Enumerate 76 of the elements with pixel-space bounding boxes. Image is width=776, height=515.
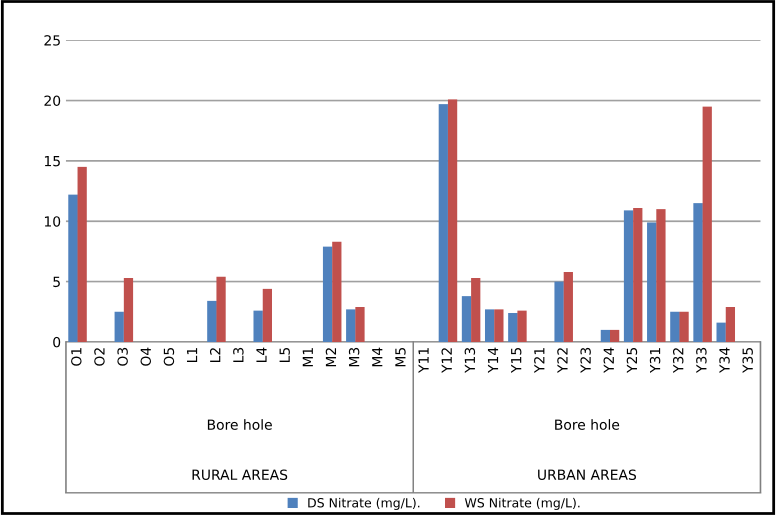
bar	[716, 322, 726, 342]
bar	[114, 312, 124, 342]
text: RURAL AREAS	[192, 469, 288, 480]
x-tick-label: Y33	[696, 348, 707, 374]
y-tick-label: 5	[53, 276, 60, 288]
y-tick-label: 20	[44, 95, 60, 106]
bar	[633, 208, 642, 342]
x-tick-label: Y24	[604, 348, 614, 374]
text: Bore hole	[555, 419, 620, 430]
x-tick-label: O4	[140, 348, 152, 366]
bar	[679, 312, 689, 342]
x-tick-label: Y15	[511, 348, 522, 374]
x-tick-label: L1	[186, 348, 198, 362]
y-tick-label: 25	[44, 35, 60, 46]
x-tick-label: O1	[71, 348, 82, 366]
x-tick-label: L4	[256, 348, 267, 362]
bar	[624, 210, 634, 342]
x-tick-label: O5	[164, 348, 174, 366]
x-tick-label: Y13	[464, 348, 476, 374]
y-tick-label: 15	[44, 156, 60, 166]
bar	[600, 330, 610, 342]
bar	[207, 300, 216, 342]
bar	[517, 310, 527, 342]
x-tick-label: L5	[280, 348, 290, 362]
bar	[462, 296, 472, 342]
x-tick-label: Y23	[580, 348, 591, 374]
bar	[68, 194, 78, 342]
x-tick-label: M1	[302, 348, 313, 366]
bar	[610, 330, 620, 342]
x-tick-label: Y12	[441, 348, 452, 374]
x-tick-label: L3	[233, 348, 244, 362]
bar	[702, 106, 712, 342]
x-tick-label: M3	[348, 348, 360, 366]
x-tick-label: Y14	[488, 348, 498, 374]
y-tick-label: 0	[53, 336, 60, 348]
bar	[656, 209, 666, 342]
bar	[554, 282, 564, 342]
x-tick-label: M5	[395, 348, 406, 366]
text: Bore hole	[208, 419, 272, 430]
x-tick-label: M4	[372, 348, 382, 366]
x-tick-label: Y32	[672, 348, 684, 374]
bar	[564, 272, 573, 342]
x-tick-label: Y34	[719, 348, 730, 374]
bar	[346, 309, 356, 342]
x-tick-label: Y11	[418, 348, 429, 374]
x-tick-label: Y31	[650, 348, 660, 374]
x-tick-label: L2	[210, 348, 220, 362]
bar	[484, 309, 494, 342]
bar	[124, 278, 134, 342]
x-tick-label: Y22	[557, 348, 568, 374]
bar	[726, 306, 736, 342]
text: URBAN AREAS	[538, 469, 636, 480]
y-tick-label: 10	[44, 216, 60, 227]
x-tick-label: M2	[326, 348, 336, 366]
x-tick-label: Y21	[534, 348, 544, 374]
bar	[322, 246, 332, 342]
bar	[78, 166, 87, 342]
x-tick-label: Y35	[742, 348, 753, 374]
x-tick-label: O3	[117, 348, 128, 366]
bar	[448, 99, 458, 342]
bar	[471, 278, 480, 342]
bar	[508, 312, 518, 342]
x-tick-label: Y25	[626, 348, 638, 374]
legend-label: WS Nitrate (mg/L).	[464, 498, 580, 510]
bar	[438, 104, 448, 342]
x-tick-label: O2	[94, 348, 105, 366]
bar	[670, 312, 680, 342]
bar	[355, 306, 365, 342]
bar	[693, 203, 703, 342]
bar	[253, 310, 263, 342]
bar	[262, 288, 272, 342]
bar	[647, 222, 656, 342]
legend-label: DS Nitrate (mg/L).	[308, 498, 420, 510]
bar	[494, 309, 504, 342]
bar	[216, 276, 226, 342]
bar	[332, 242, 342, 342]
